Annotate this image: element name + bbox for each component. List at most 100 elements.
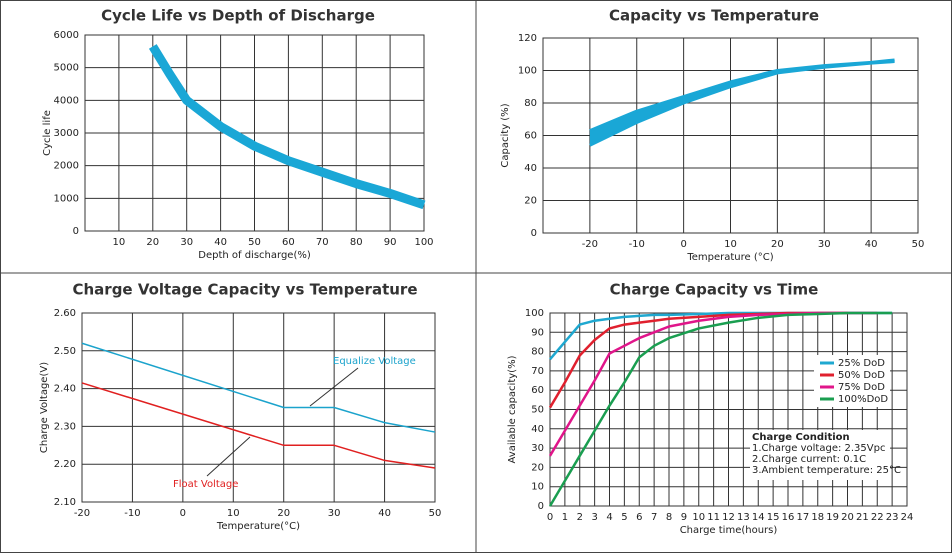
x-tick-label: 40 — [865, 239, 878, 250]
x-axis-label: Charge time(hours) — [680, 525, 778, 536]
annotation: Equalize Voltage — [333, 356, 416, 367]
x-tick-label: 100 — [414, 237, 433, 248]
y-tick-label: 40 — [524, 163, 537, 174]
y-axis-label: Capacity (%) — [500, 103, 511, 167]
x-tick-label: 5 — [621, 512, 627, 523]
chart-title: Capacity vs Temperature — [609, 7, 819, 25]
y-axis-label: Available capacity(%) — [507, 355, 518, 463]
x-tick-label: 3 — [591, 512, 597, 523]
annotation: 1.Charge voltage: 2.35Vpc — [752, 443, 885, 454]
x-tick-label: 24 — [901, 512, 914, 523]
y-tick-label: 2.50 — [54, 346, 76, 357]
y-tick-label: 120 — [518, 33, 537, 44]
x-tick-label: 7 — [651, 512, 657, 523]
x-tick-label: 80 — [350, 237, 363, 248]
x-tick-label: 6 — [636, 512, 642, 523]
x-tick-label: 20 — [841, 512, 854, 523]
y-tick-label: 0 — [73, 226, 79, 237]
x-tick-label: -10 — [124, 508, 140, 519]
x-tick-label: -20 — [74, 508, 90, 519]
x-tick-label: 70 — [316, 237, 329, 248]
x-tick-label: -10 — [629, 239, 645, 250]
x-tick-label: 23 — [886, 512, 899, 523]
y-tick-label: 20 — [531, 462, 544, 473]
y-tick-label: 4000 — [54, 95, 79, 106]
x-tick-label: 15 — [767, 512, 780, 523]
x-tick-label: 10 — [692, 512, 705, 523]
y-tick-label: 2.20 — [54, 459, 76, 470]
note-box — [750, 430, 890, 480]
y-tick-label: 90 — [531, 327, 544, 338]
y-tick-label: 2.40 — [54, 384, 76, 395]
annotation: 2.Charge current: 0.1C — [752, 454, 866, 465]
x-tick-label: 50 — [429, 508, 442, 519]
x-tick-label: 16 — [782, 512, 795, 523]
x-tick-label: 18 — [811, 512, 824, 523]
y-tick-label: 80 — [524, 98, 537, 109]
x-tick-label: 0 — [680, 239, 686, 250]
y-tick-label: 0 — [538, 501, 544, 512]
x-tick-label: 60 — [282, 237, 295, 248]
y-tick-label: 5000 — [54, 63, 79, 74]
plot-border — [81, 312, 436, 503]
y-tick-label: 1000 — [54, 193, 79, 204]
x-tick-label: 22 — [871, 512, 884, 523]
legend-label: 25% DoD — [838, 358, 885, 369]
legend-label: 50% DoD — [838, 370, 885, 381]
annotation: Charge Condition — [752, 432, 850, 443]
x-tick-label: 14 — [752, 512, 765, 523]
x-tick-label: 19 — [826, 512, 839, 523]
y-tick-label: 2000 — [54, 161, 79, 172]
x-tick-label: 20 — [771, 239, 784, 250]
x-tick-label: 30 — [818, 239, 831, 250]
x-tick-label: 9 — [681, 512, 687, 523]
y-tick-label: 2.60 — [54, 308, 76, 319]
plot-border — [84, 34, 425, 232]
y-tick-label: 100 — [525, 308, 544, 319]
x-axis-label: Depth of discharge(%) — [198, 250, 311, 261]
x-tick-label: 11 — [707, 512, 720, 523]
y-tick-label: 2.30 — [54, 421, 76, 432]
x-tick-label: 50 — [912, 239, 925, 250]
leader-line — [206, 436, 251, 477]
x-tick-label: 20 — [277, 508, 290, 519]
x-tick-label: 21 — [856, 512, 869, 523]
x-tick-label: 40 — [214, 237, 227, 248]
series-line — [589, 60, 895, 147]
y-tick-label: 60 — [531, 385, 544, 396]
y-tick-label: 70 — [531, 366, 544, 377]
x-tick-label: 1 — [562, 512, 568, 523]
series-line — [81, 382, 436, 469]
x-tick-label: 17 — [797, 512, 810, 523]
leader-line — [309, 367, 359, 407]
plot-border — [542, 37, 919, 234]
y-tick-label: 20 — [524, 196, 537, 207]
x-tick-label: 4 — [606, 512, 612, 523]
y-tick-label: 2.10 — [54, 497, 76, 508]
chart-title: Charge Voltage Capacity vs Temperature — [72, 281, 417, 299]
series-line — [81, 342, 436, 433]
legend-label: 100%DoD — [838, 394, 888, 405]
annotation: Float Voltage — [173, 479, 238, 490]
x-tick-label: 10 — [227, 508, 240, 519]
annotation: 3.Ambient temperature: 25°C — [752, 465, 901, 476]
x-tick-label: 0 — [547, 512, 553, 523]
x-tick-label: 0 — [180, 508, 186, 519]
x-tick-label: 2 — [577, 512, 583, 523]
y-tick-label: 80 — [531, 347, 544, 358]
chart-title: Cycle Life vs Depth of Discharge — [101, 7, 375, 25]
y-tick-label: 10 — [531, 482, 544, 493]
x-tick-label: 20 — [146, 237, 159, 248]
series-line — [148, 44, 426, 210]
y-tick-label: 100 — [518, 66, 537, 77]
x-tick-label: 90 — [384, 237, 397, 248]
x-tick-label: 10 — [113, 237, 126, 248]
series-line — [548, 311, 893, 507]
y-axis-label: Charge Voltage(V) — [39, 362, 50, 453]
x-axis-label: Temperature (°C) — [686, 252, 773, 263]
legend-label: 75% DoD — [838, 382, 885, 393]
x-tick-label: 30 — [328, 508, 341, 519]
y-tick-label: 3000 — [54, 128, 79, 139]
y-tick-label: 0 — [531, 228, 537, 239]
